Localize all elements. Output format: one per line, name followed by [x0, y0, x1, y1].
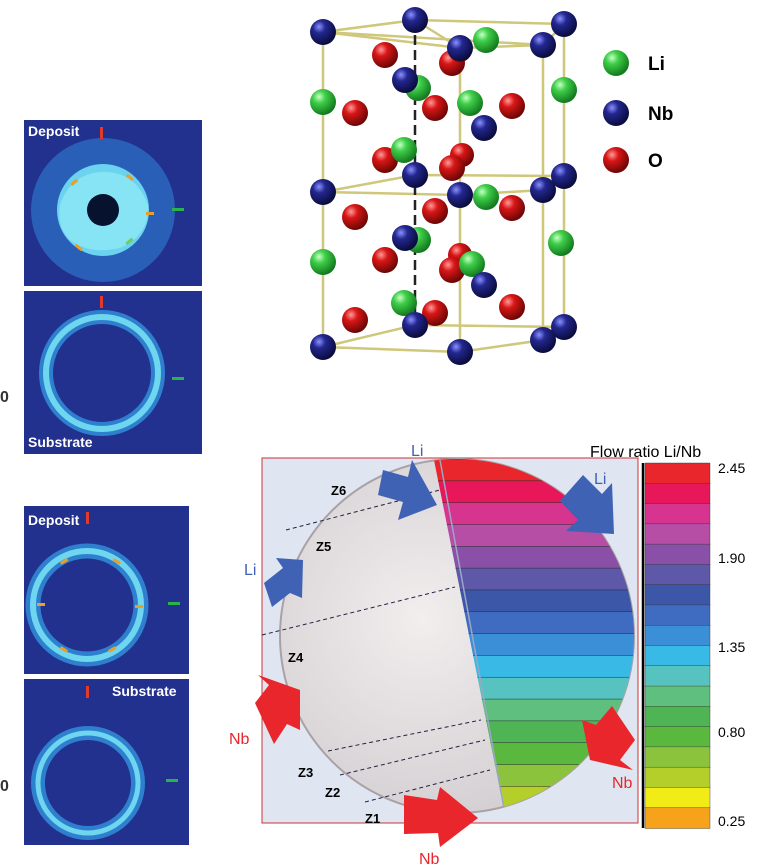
zone-label: Z2 [325, 785, 340, 800]
deposit-label: Deposit [28, 512, 80, 528]
colorbar-swatch [644, 726, 711, 748]
substrate-label: Substrate [112, 683, 177, 699]
colorbar-title: Flow ratio Li/Nb [590, 444, 701, 461]
colorbar-swatch [644, 787, 711, 809]
colorbar-swatch [644, 584, 711, 606]
colorbar-swatch [644, 604, 711, 626]
colorbar-swatch [644, 503, 711, 525]
zone-label: Z6 [331, 483, 346, 498]
colorbar-swatch [644, 706, 711, 728]
li-legend-swatch [603, 50, 629, 76]
zone-label: Z3 [298, 765, 313, 780]
colorbar-swatch [644, 523, 711, 545]
o-legend-swatch [603, 147, 629, 173]
red-marker-icon [86, 512, 89, 524]
substrate-label: Substrate [28, 434, 93, 450]
li-legend-label: Li [648, 54, 665, 75]
crystal-legend: Li Nb O [603, 50, 673, 173]
colorbar-swatch [644, 543, 711, 566]
colorbar-swatch [644, 483, 711, 505]
wafer-map: Z6 Z5 Z4 Z3 Z2 Z1 Li Li Li Nb Nb Nb [229, 443, 639, 867]
o-legend-label: O [648, 151, 663, 172]
colorbar-swatch [644, 746, 711, 768]
colorbar-tick-label: 0.80 [718, 724, 745, 740]
colorbar-swatch [644, 665, 711, 687]
red-marker-icon [100, 296, 103, 308]
zone-label: Z1 [365, 811, 380, 826]
green-marker-icon [172, 377, 184, 380]
oxygen-atoms [342, 38, 525, 333]
nb-flow-arrow [255, 675, 300, 744]
nb-legend-swatch [603, 100, 629, 126]
colorbar: Flow ratio Li/Nb 2.45 1.90 1.35 0.80 0.2… [590, 444, 745, 829]
colorbar-tick-label: 1.35 [718, 639, 745, 655]
pole-figure-bottom-substrate: Substrate [24, 679, 189, 845]
nb-arrow-label: Nb [419, 851, 440, 867]
nb-flow-arrow [582, 706, 635, 770]
colorbar-tick-label: 0.25 [718, 813, 745, 829]
deposit-label: Deposit [28, 123, 80, 139]
niobium-atoms [310, 7, 577, 365]
colorbar-swatch [644, 645, 711, 667]
colorbar-swatch [644, 807, 711, 829]
colorbar-tick-label: 2.45 [718, 460, 745, 476]
li-flow-arrow [264, 558, 303, 607]
red-marker-icon [86, 686, 89, 698]
nb-arrow-label: Nb [229, 731, 250, 748]
pole-figure-top-substrate: Substrate [24, 291, 202, 454]
li-flow-arrow [560, 475, 614, 534]
zone-label: Z5 [316, 539, 331, 554]
li-flow-arrow [378, 460, 437, 520]
colorbar-swatch [644, 564, 711, 586]
pole-figure-bottom-deposit: Deposit [24, 506, 189, 674]
nb-legend-label: Nb [648, 104, 673, 125]
colorbar-swatch [644, 462, 711, 484]
colorbar-swatch [644, 766, 711, 789]
nb-arrow-label: Nb [612, 775, 633, 792]
colorbar-swatch [644, 625, 711, 647]
red-marker-icon [100, 127, 103, 139]
green-marker-icon [168, 602, 180, 605]
green-marker-icon [166, 779, 178, 782]
lithium-atoms [310, 27, 577, 316]
pole-figure-top-deposit: Deposit [24, 120, 202, 286]
nb-flow-arrow [404, 787, 478, 847]
colorbar-tick-label: 1.90 [718, 550, 745, 566]
green-marker-icon [172, 208, 184, 211]
edge-digit: 0 [0, 389, 9, 406]
li-arrow-label: Li [411, 443, 423, 460]
edge-digit: 0 [0, 778, 9, 795]
li-arrow-label: Li [594, 471, 606, 488]
colorbar-swatch [644, 685, 711, 708]
zone-label: Z4 [288, 650, 304, 665]
li-arrow-label: Li [244, 562, 256, 579]
crystal-structure [310, 7, 577, 365]
